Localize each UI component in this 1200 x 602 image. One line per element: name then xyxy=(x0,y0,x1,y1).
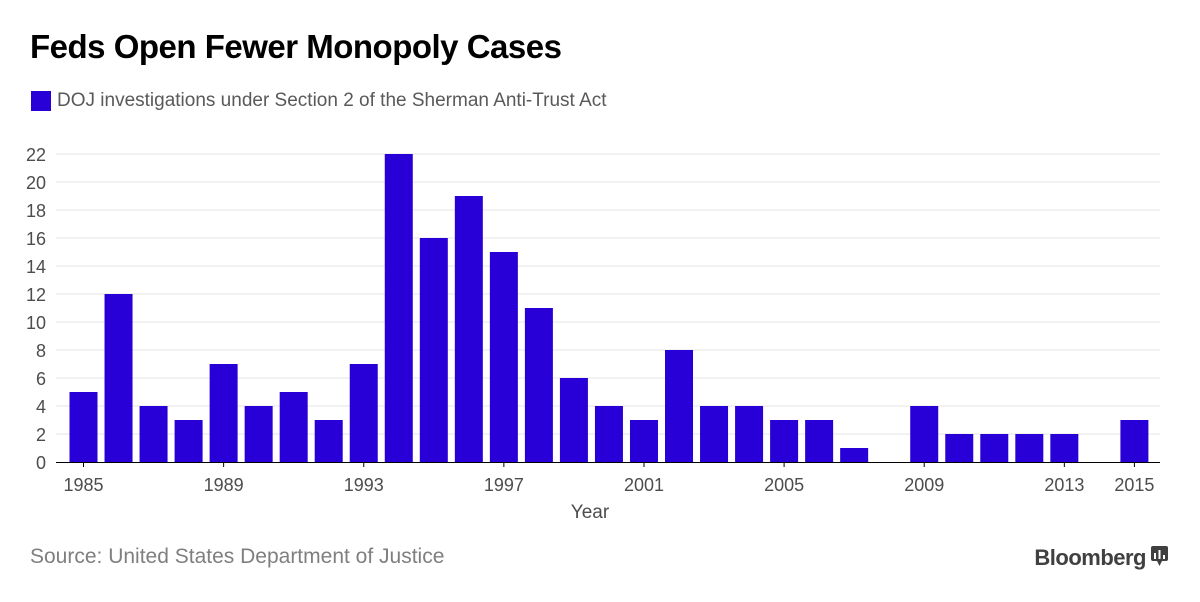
bar-2003 xyxy=(700,406,729,462)
brand-name: Bloomberg xyxy=(1034,545,1146,570)
y-tick-label: 6 xyxy=(36,369,46,389)
legend-swatch xyxy=(31,91,51,111)
x-tick-label: 1993 xyxy=(344,475,384,495)
x-axis-title: Year xyxy=(571,502,610,523)
y-tick-label: 2 xyxy=(36,425,46,445)
x-tick-label: 1997 xyxy=(484,475,524,495)
bar-1986 xyxy=(104,294,133,462)
bar-1993 xyxy=(349,364,378,462)
y-tick-label: 12 xyxy=(26,285,46,305)
chart-title: Feds Open Fewer Monopoly Cases xyxy=(30,28,562,65)
y-tick-label: 22 xyxy=(26,145,46,165)
x-tick-label: 2009 xyxy=(904,475,944,495)
y-tick-label: 18 xyxy=(26,201,46,221)
y-tick-label: 8 xyxy=(36,341,46,361)
x-axis-ticks: 1985 1989 1993 1997 2001 2005 2009 2013 2015 xyxy=(63,462,1154,495)
source-note: Source: United States Department of Just… xyxy=(30,545,445,568)
bloomberg-chart-icon xyxy=(1151,545,1168,571)
bar-2009 xyxy=(910,406,939,462)
legend-label: DOJ investigations under Section 2 of th… xyxy=(57,90,607,111)
x-tick-label: 2015 xyxy=(1114,475,1154,495)
bar-2000 xyxy=(594,406,623,462)
bar-1994 xyxy=(384,154,413,462)
bar-1990 xyxy=(244,406,273,462)
x-tick-label: 2001 xyxy=(624,475,664,495)
bar-1999 xyxy=(559,378,588,462)
x-tick-label: 1989 xyxy=(204,475,244,495)
bar-1992 xyxy=(314,420,343,462)
bar-2002 xyxy=(665,350,694,462)
bar-1988 xyxy=(174,420,203,462)
bar-2011 xyxy=(980,434,1009,462)
bar-1997 xyxy=(489,252,518,462)
bar-2004 xyxy=(735,406,764,462)
x-tick-label: 2013 xyxy=(1044,475,1084,495)
bar-1987 xyxy=(139,406,168,462)
bar-2005 xyxy=(770,420,799,462)
bar-1996 xyxy=(454,196,483,462)
bar-1995 xyxy=(419,238,448,462)
bar-2006 xyxy=(805,420,834,462)
y-tick-label: 4 xyxy=(36,397,46,417)
bar-2001 xyxy=(629,420,658,462)
bar-1985 xyxy=(69,392,98,462)
legend: DOJ investigations under Section 2 of th… xyxy=(31,90,607,112)
bar-2010 xyxy=(945,434,974,462)
bar-1991 xyxy=(279,392,308,462)
bar-2013 xyxy=(1050,434,1079,462)
y-tick-label: 0 xyxy=(36,453,46,473)
bar-1998 xyxy=(524,308,553,462)
x-tick-label: 1985 xyxy=(63,475,103,495)
y-tick-label: 14 xyxy=(26,257,46,277)
y-tick-label: 20 xyxy=(26,173,46,193)
bar-2007 xyxy=(840,448,869,462)
bloomberg-logo: Bloomberg xyxy=(1034,545,1168,571)
bars xyxy=(69,154,1149,462)
gridlines xyxy=(56,153,1160,435)
y-tick-label: 10 xyxy=(26,313,46,333)
bar-2012 xyxy=(1015,434,1044,462)
x-tick-label: 2005 xyxy=(764,475,804,495)
y-axis-ticks: 0 2 4 6 8 10 12 14 16 18 20 22 xyxy=(26,145,46,473)
bar-2015 xyxy=(1120,420,1149,462)
y-tick-label: 16 xyxy=(26,229,46,249)
bar-1989 xyxy=(209,364,238,462)
